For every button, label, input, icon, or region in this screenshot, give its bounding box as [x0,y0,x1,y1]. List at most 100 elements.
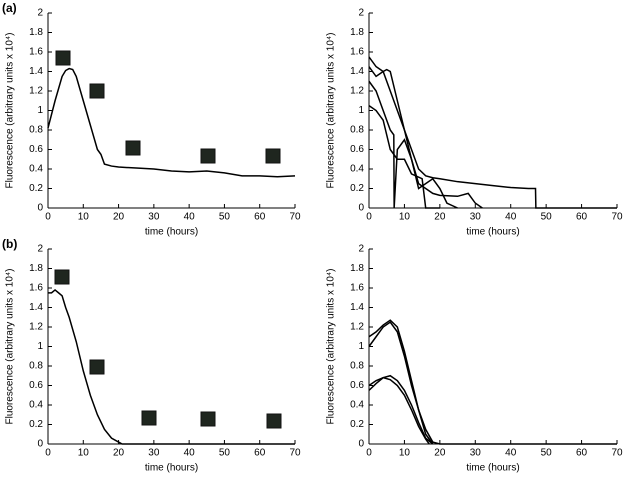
y-axis-label: Fluorescence (arbitrary units x 10⁴) [326,268,337,424]
x-tick-label: 40 [505,448,517,459]
data-line [368,66,483,209]
y-axis-label: Fluorescence (arbitrary units x 10⁴) [326,32,337,188]
data-line [368,319,434,445]
y-tick-label: 1.2 [29,86,43,97]
y-tick-label: 1.4 [350,302,364,313]
y-tick-label: 1 [358,341,364,352]
y-tick-label: 1.6 [350,47,364,58]
x-tick-label: 40 [505,212,517,223]
x-axis-label: time (hours) [145,463,198,474]
panel-label: (a) [2,1,17,15]
y-tick-label: 0.8 [350,361,364,372]
cell-image [125,140,141,156]
y-tick-label: 1.8 [29,27,43,38]
data-line [368,105,440,209]
cell-images [54,50,282,429]
data-line [48,288,295,445]
cell-image [200,148,216,164]
x-tick-label: 30 [148,448,160,459]
data-line [368,374,434,445]
x-tick-label: 30 [470,448,482,459]
x-tick-label: 60 [576,448,588,459]
y-tick-label: 2 [358,244,364,255]
panel-label: (b) [2,237,17,251]
data-line [47,67,296,178]
y-tick-label: 0.8 [350,125,364,136]
x-tick-label: 30 [148,212,160,223]
y-tick-label: 1.6 [350,283,364,294]
x-tick-label: 50 [219,212,231,223]
y-tick-label: 0 [358,203,364,214]
cell-image [54,269,70,285]
y-axis-label: Fluorescence (arbitrary units x 10⁴) [5,268,16,424]
cell-image [89,83,105,99]
x-tick-label: 40 [184,448,196,459]
x-tick-label: 60 [576,212,588,223]
chart: 00.20.40.60.811.21.41.61.820 10 20 30 40 50 60… [2,237,301,473]
x-tick-label: 20 [113,448,125,459]
x-tick-label: 60 [254,212,266,223]
y-tick-label: 0.8 [29,361,43,372]
y-tick-label: 1.2 [350,322,364,333]
y-tick-label: 0.4 [29,164,43,175]
x-tick-label: 0 [45,212,51,223]
y-tick-label: 0.8 [29,125,43,136]
x-tick-label: 20 [434,448,446,459]
y-tick-label: 0.6 [350,380,364,391]
data-line [368,56,617,209]
x-tick-label: 0 [45,448,51,459]
cell-image [141,410,157,426]
x-tick-label: 40 [184,212,196,223]
y-tick-label: 0.2 [350,419,364,430]
x-axis-label: time (hours) [466,227,519,238]
x-tick-label: 60 [254,448,266,459]
y-tick-label: 0 [37,203,43,214]
y-tick-label: 0.2 [29,183,43,194]
y-tick-label: 0.4 [29,400,43,411]
x-tick-label: 50 [219,448,231,459]
cell-image [265,148,281,164]
y-tick-label: 0.2 [29,419,43,430]
cell-image [55,50,71,66]
y-tick-label: 1.6 [29,283,43,294]
y-tick-label: 0.6 [350,144,364,155]
x-tick-label: 30 [470,212,482,223]
x-tick-label: 70 [289,212,301,223]
y-tick-label: 0.2 [350,183,364,194]
y-tick-label: 1.8 [350,27,364,38]
x-tick-label: 10 [399,212,411,223]
y-tick-label: 1 [37,341,43,352]
y-tick-label: 1.6 [29,47,43,58]
y-tick-label: 0.6 [29,380,43,391]
y-tick-label: 0.4 [350,400,364,411]
x-tick-label: 0 [366,212,372,223]
cell-image [266,413,282,429]
data-line [368,80,458,209]
x-axis-label: time (hours) [466,463,519,474]
y-tick-label: 1.4 [29,66,43,77]
x-tick-label: 50 [541,212,553,223]
y-tick-label: 1.8 [350,263,364,274]
y-tick-label: 0 [37,439,43,450]
y-tick-label: 2 [37,244,43,255]
cell-image [89,359,105,375]
y-tick-label: 1.4 [350,66,364,77]
y-axis-label: Fluorescence (arbitrary units x 10⁴) [5,32,16,188]
x-tick-label: 70 [611,212,623,223]
x-tick-label: 50 [541,448,553,459]
x-tick-label: 10 [78,212,90,223]
y-tick-label: 1 [358,105,364,116]
y-tick-label: 1.2 [29,322,43,333]
y-tick-label: 0.4 [350,164,364,175]
chart: 00.20.40.60.811.21.41.61.820 10 20 30 40 50 60… [326,8,623,238]
chart: 00.20.40.60.811.21.41.61.820 10 20 30 40 50 60… [2,1,301,237]
x-tick-label: 10 [78,448,90,459]
y-tick-label: 1.4 [29,302,43,313]
y-tick-label: 1.8 [29,263,43,274]
x-tick-label: 70 [289,448,301,459]
y-tick-label: 1.2 [350,86,364,97]
x-tick-label: 20 [113,212,125,223]
x-tick-label: 20 [434,212,446,223]
y-tick-label: 2 [37,8,43,19]
